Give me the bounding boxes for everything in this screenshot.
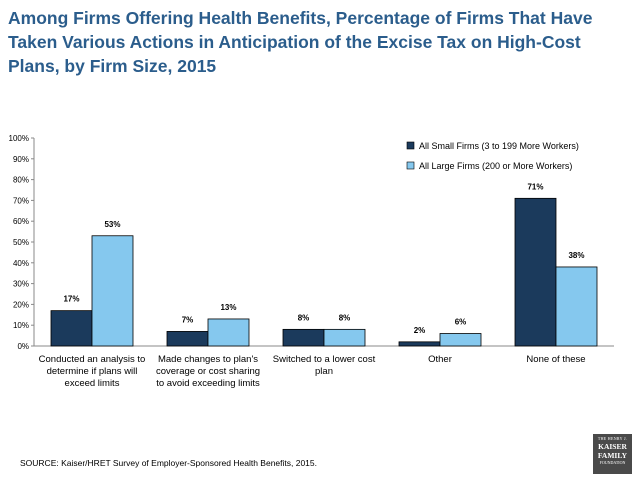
legend-label-small-firms: All Small Firms (3 to 199 More Workers) [419,141,579,151]
bar-large-firms [207,318,250,347]
data-label-small-firms: 2% [414,326,426,335]
data-label-large-firms: 38% [568,251,584,260]
legend-label-large-firms: All Large Firms (200 or More Workers) [419,161,572,171]
data-label-large-firms: 6% [455,318,467,327]
bar-large-firms [323,328,366,347]
category-label: None of these [526,354,585,365]
bar-large-firms [439,333,482,347]
y-tick-label: 0% [17,342,29,351]
legend-swatch-small-firms [406,141,415,150]
bar-small-firms [282,328,325,347]
y-tick-label: 30% [13,280,29,289]
source-note: SOURCE: Kaiser/HRET Survey of Employer-S… [20,458,318,468]
data-label-large-firms: 8% [339,313,351,322]
logo-line-2b: FAMILY [597,451,628,460]
chart-title: Among Firms Offering Health Benefits, Pe… [8,8,593,76]
y-tick-label: 40% [13,259,29,268]
category-label: exceed limits [65,378,120,389]
logo-line-3: FOUNDATION [599,460,626,465]
category-label: Other [428,354,452,365]
category-label: coverage or cost sharing [156,366,260,377]
category-label: Switched to a lower cost [273,354,376,365]
kff-logo: THE HENRY J. KAISER FAMILY FOUNDATION [593,434,632,474]
data-label-large-firms: 13% [220,303,236,312]
data-label-small-firms: 7% [182,315,194,324]
y-tick-label: 20% [13,300,29,309]
data-label-small-firms: 17% [63,295,79,304]
y-tick-label: 80% [13,176,29,185]
category-label: plan [315,366,333,377]
bar-small-firms [398,341,441,347]
data-label-small-firms: 8% [298,313,310,322]
bar-small-firms [514,197,557,347]
category-label: Conducted an analysis to [39,354,146,365]
category-label: to avoid exceeding limits [156,378,260,389]
data-label-large-firms: 53% [104,220,120,229]
y-tick-label: 60% [13,217,29,226]
data-label-small-firms: 71% [527,182,543,191]
y-tick-label: 50% [13,238,29,247]
bar-small-firms [166,331,209,347]
bar-large-firms [91,235,134,347]
legend-swatch-large-firms [406,161,415,170]
y-tick-label: 90% [13,155,29,164]
y-tick-label: 100% [9,134,29,143]
y-tick-label: 70% [13,196,29,205]
logo-line-2a: KAISER [598,442,627,451]
category-label: determine if plans will [47,366,138,377]
y-tick-label: 10% [13,321,29,330]
category-label: Made changes to plan's [158,354,258,365]
bar-large-firms [555,266,598,347]
logo-line-1: THE HENRY J. [597,436,628,441]
bar-small-firms [50,310,93,347]
